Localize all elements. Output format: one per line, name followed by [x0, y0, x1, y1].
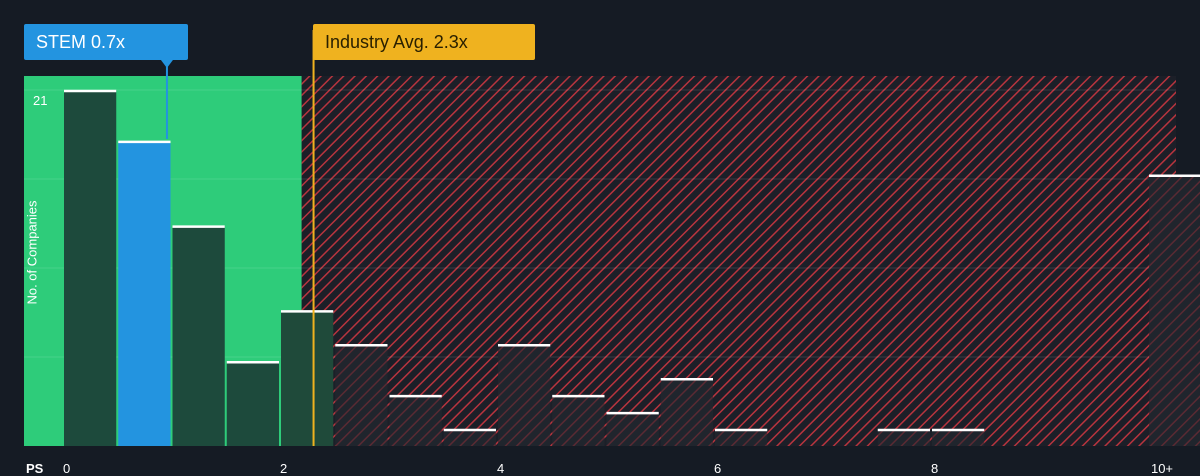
histogram-bar: [226, 361, 279, 446]
histogram-bar: [389, 395, 442, 446]
histogram-bar: [1149, 174, 1200, 446]
overvalued-zone: [301, 76, 1176, 446]
histogram-bar: [498, 344, 551, 446]
histogram-bar: [932, 429, 985, 446]
histogram-bar: [172, 225, 225, 446]
x-tick-label: 4: [497, 461, 504, 476]
company-callout-pointer: [160, 60, 173, 68]
histogram-bar: [443, 429, 496, 446]
x-tick-label: 6: [714, 461, 721, 476]
histogram-bar: [64, 90, 117, 446]
y-axis-max-label: 21: [33, 93, 48, 108]
y-axis-label: No. of Companies: [24, 200, 40, 305]
company-value-callout: STEM 0.7x: [24, 24, 188, 60]
x-tick-label: 2: [280, 461, 287, 476]
industry-average-callout: Industry Avg. 2.3x: [313, 24, 535, 60]
histogram-bar: [335, 344, 388, 446]
x-tick-label: 0: [63, 461, 70, 476]
company-bin-bar: [118, 140, 171, 446]
x-tick-label: 8: [931, 461, 938, 476]
x-tick-label: 10+: [1151, 461, 1173, 476]
histogram-bar: [715, 429, 768, 446]
histogram-bar: [281, 310, 334, 446]
histogram-bar: [552, 395, 605, 446]
x-axis-metric-label: PS: [26, 461, 44, 476]
histogram-bar: [606, 412, 659, 446]
histogram-bar: [877, 429, 930, 446]
histogram-bar: [660, 378, 713, 446]
